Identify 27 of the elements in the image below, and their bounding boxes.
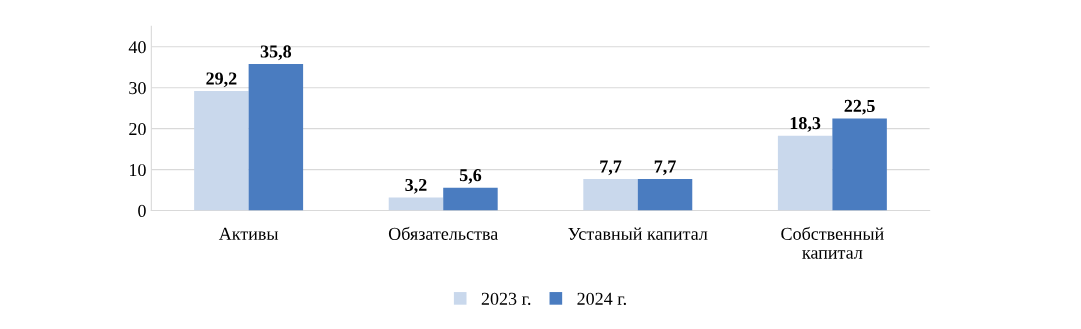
data-label: 3,2	[405, 178, 427, 194]
legend-label: 2024 г.	[577, 292, 626, 305]
y-tick-label: 0	[138, 204, 146, 217]
data-label: 35,8	[260, 45, 292, 61]
bar	[637, 179, 693, 211]
data-label: 5,6	[459, 169, 482, 184]
y-tick-label: 10	[130, 163, 146, 177]
data-label: 22,5	[844, 99, 875, 115]
bar	[777, 135, 833, 211]
data-label: 29,2	[206, 72, 237, 88]
y-tick-label: 40	[128, 41, 146, 54]
bar	[388, 197, 444, 211]
y-tick-label: 30	[129, 81, 146, 95]
bar	[194, 91, 249, 211]
bar	[248, 63, 304, 211]
bar	[583, 179, 638, 211]
x-tick-label: Активы	[218, 227, 279, 240]
legend-label: 2023 г.	[481, 292, 531, 305]
x-tick-label: Собственный капитал	[781, 226, 884, 259]
data-label: 7,7	[600, 160, 622, 176]
bar	[832, 118, 887, 211]
x-tick-label: Уставный капитал	[568, 227, 708, 240]
bar	[443, 187, 498, 211]
y-tick-label: 20	[129, 122, 146, 136]
data-label: 18,3	[790, 117, 821, 132]
data-label: 7,7	[654, 160, 676, 176]
x-tick-label: Обязательства	[388, 226, 499, 240]
